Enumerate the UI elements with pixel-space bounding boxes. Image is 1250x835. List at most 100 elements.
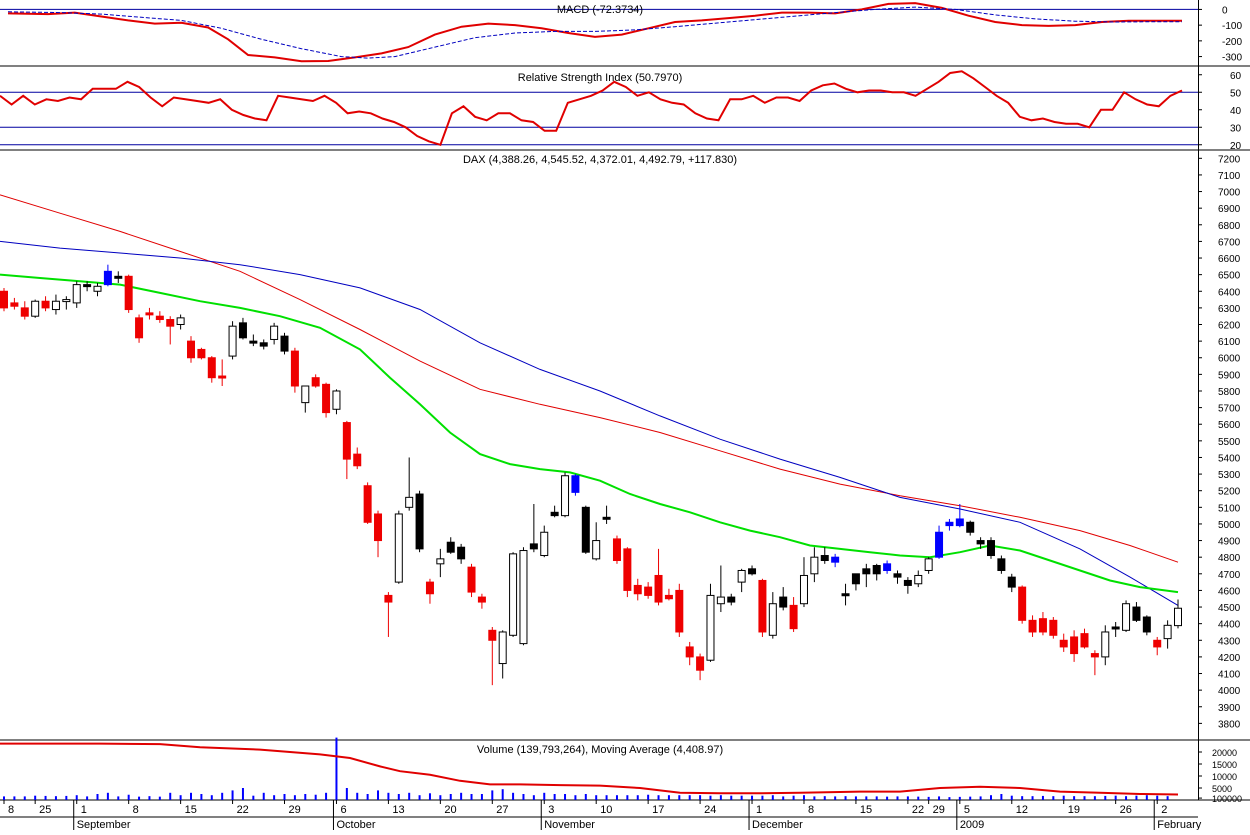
price-tick-label: 3900 [1218, 703, 1241, 714]
candle-body [488, 629, 497, 641]
candle-body [966, 521, 975, 533]
candle-body [280, 335, 289, 352]
date-tick-label: 1 [81, 804, 87, 816]
candle-body [758, 579, 767, 633]
macd-signal-line [7, 6, 1182, 59]
candle-body [924, 558, 933, 571]
price-tick-label: 6400 [1218, 287, 1241, 298]
candle-body [83, 284, 92, 288]
date-tick-label: 8 [8, 804, 14, 816]
volume-title: Volume (139,793,264), Moving Average (4,… [477, 744, 723, 756]
candle-body [872, 564, 881, 575]
month-label: December [752, 819, 803, 830]
candle-body [20, 307, 29, 317]
price-tick-label: 4700 [1218, 570, 1241, 581]
candle-body [166, 319, 175, 327]
candle-body [238, 322, 247, 339]
candle-body [301, 385, 310, 404]
date-tick-label: 5 [964, 804, 970, 816]
rsi-tick-label: 40 [1230, 106, 1242, 117]
moving-average-line [0, 240, 1179, 606]
rsi-title: Relative Strength Index (50.7970) [518, 72, 683, 84]
panel-frames [0, 0, 1250, 801]
candle-body [509, 553, 518, 636]
candle-body [103, 270, 112, 286]
macd-tick-label: 0 [1222, 5, 1228, 16]
candle-body [51, 300, 60, 311]
candle-body [976, 540, 985, 545]
date-tick-label: 15 [860, 804, 872, 816]
candle-body [1101, 631, 1110, 658]
candle-body [363, 485, 372, 523]
macd-panel: 0 -100 -200 -300 [0, 2, 1242, 64]
date-tick-label: 20 [444, 804, 456, 816]
candle-body [259, 342, 268, 347]
volume-tick-label: 100000 [1212, 794, 1242, 804]
candle-body [457, 546, 466, 560]
rsi-panel: 60 50 40 30 20 [0, 70, 1242, 152]
price-tick-label: 7000 [1218, 188, 1241, 199]
candle-body [1038, 618, 1047, 633]
candle-body [675, 589, 684, 633]
price-tick-label: 5500 [1218, 437, 1241, 448]
price-tick-label: 4300 [1218, 636, 1241, 647]
date-tick-label: 3 [548, 804, 554, 816]
price-tick-label: 6200 [1218, 321, 1241, 332]
candle-body [1111, 626, 1120, 630]
candle-body [218, 375, 227, 379]
candle-body [1142, 616, 1151, 633]
candle-body [789, 604, 798, 630]
candle-body [561, 475, 570, 517]
date-tick-label: 27 [496, 804, 508, 816]
price-tick-label: 6500 [1218, 271, 1241, 282]
candle-body [748, 568, 757, 575]
candle-body [779, 596, 788, 608]
price-tick-label: 6000 [1218, 354, 1241, 365]
candle-body [270, 325, 279, 340]
candle-body [519, 550, 528, 645]
candle-body [799, 574, 808, 605]
date-axis: 8 25 1 8 15 22 29 6 13 20 27 3 10 17 24 1 8 15 22 29 5 12 19 26… [0, 800, 1202, 831]
candle-body [93, 285, 102, 292]
candle-body [498, 631, 507, 665]
candle-body [1059, 639, 1068, 648]
candle-body [696, 656, 705, 671]
candle-body [353, 453, 362, 467]
candle-body [945, 521, 954, 527]
candle-body [955, 518, 964, 527]
candle-body [592, 540, 601, 560]
candle-body [1028, 619, 1037, 633]
rsi-line [0, 70, 1183, 147]
candle-body [436, 558, 445, 565]
candle-body [135, 317, 144, 339]
macd-tick-label: -100 [1222, 21, 1242, 32]
candle-body [197, 348, 206, 359]
date-tick-label: 17 [652, 804, 664, 816]
candle-body [1122, 603, 1131, 631]
candle-body [405, 496, 414, 508]
candle-body [540, 531, 549, 557]
macd-tick-label: -300 [1222, 53, 1242, 64]
candle-body [810, 556, 819, 575]
price-tick-label: 4200 [1218, 653, 1241, 664]
date-tick-label: 24 [704, 804, 716, 816]
date-tick-label: 10 [600, 804, 612, 816]
candle-body [114, 275, 123, 279]
candle-body [914, 574, 923, 585]
candle-body [311, 377, 320, 387]
date-tick-label: 6 [340, 804, 346, 816]
price-tick-label: 5300 [1218, 470, 1241, 481]
price-tick-label: 6700 [1218, 237, 1241, 248]
date-tick-label: 13 [392, 804, 404, 816]
candle-body [623, 548, 632, 591]
candle-body [571, 475, 580, 493]
date-tick-label: 15 [185, 804, 197, 816]
price-tick-label: 3800 [1218, 719, 1241, 730]
candle-body [207, 357, 216, 379]
macd-tick-label: -200 [1222, 37, 1242, 48]
volume-tick-label: 5000 [1212, 784, 1232, 794]
candle-body [228, 325, 237, 357]
